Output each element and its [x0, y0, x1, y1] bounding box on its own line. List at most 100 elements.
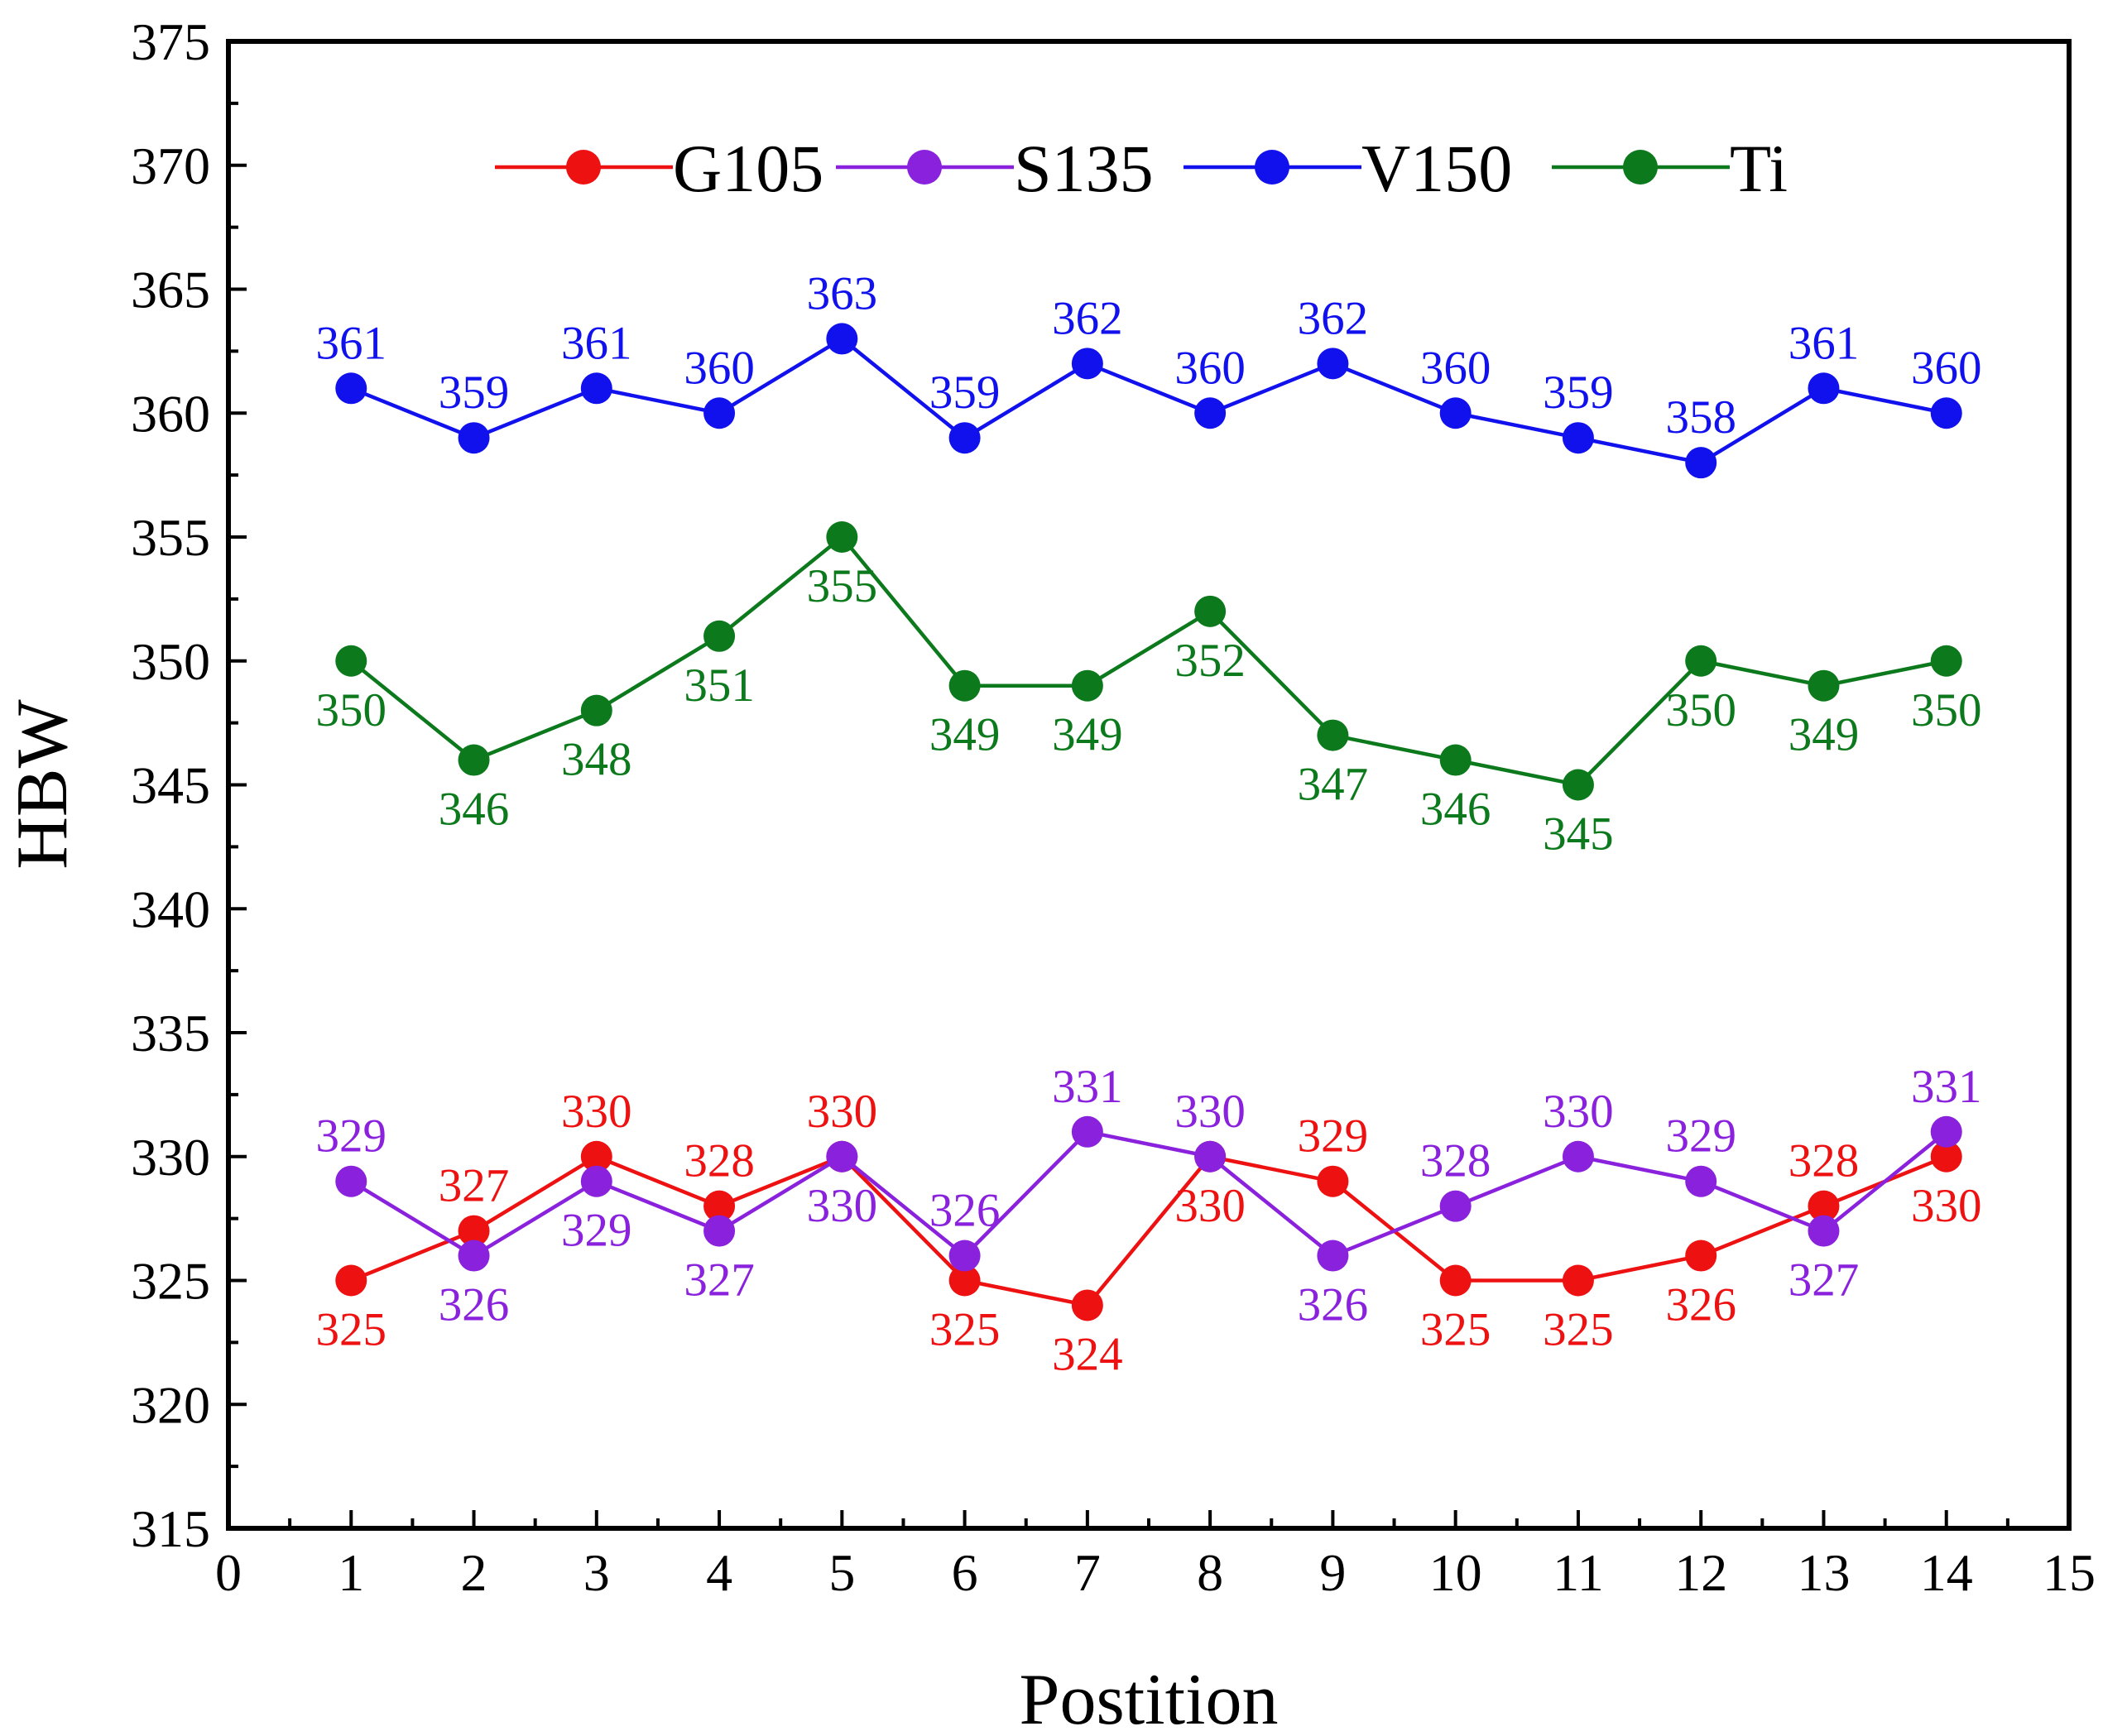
data-point-s135: [826, 1140, 858, 1173]
data-label-ti: 348: [561, 734, 632, 786]
data-label-s135: 329: [561, 1205, 632, 1257]
x-tick-label: 13: [1797, 1543, 1850, 1602]
series-s135: 329 326 329 327 330 326 331 330 326 328 330 329 327 3…: [316, 1061, 1982, 1331]
data-point-v150: [948, 422, 981, 454]
plot-frame: [226, 39, 2072, 1531]
x-axis-title: Postition: [1020, 1660, 1279, 1736]
data-label-v150: 361: [316, 317, 387, 369]
series-line-ti: [349, 534, 1947, 787]
y-tick-label: 370: [131, 137, 210, 195]
legend-label-g105: G105: [673, 131, 823, 206]
data-label-s135: 330: [807, 1180, 878, 1232]
data-point-ti: [1317, 719, 1349, 751]
data-label-ti: 355: [807, 560, 878, 612]
x-tick-label: 12: [1674, 1543, 1727, 1602]
data-label-s135: 328: [1420, 1135, 1491, 1187]
data-point-g105: [580, 1140, 612, 1173]
data-label-g105: 327: [439, 1160, 510, 1212]
x-tick-label: 3: [583, 1543, 610, 1602]
data-label-g105: 328: [1789, 1135, 1860, 1187]
x-tick-label: 11: [1553, 1543, 1604, 1602]
data-label-ti: 349: [1789, 709, 1860, 761]
data-label-s135: 326: [1298, 1279, 1369, 1331]
data-label-v150: 358: [1665, 391, 1736, 444]
data-point-v150: [703, 397, 736, 429]
data-label-ti: 349: [929, 709, 1001, 761]
x-tick-label: 5: [828, 1543, 855, 1602]
data-label-v150: 360: [1174, 342, 1246, 394]
data-point-s135: [458, 1240, 490, 1272]
data-point-g105: [1562, 1264, 1594, 1297]
legend-label-v150: V150: [1361, 131, 1512, 206]
data-label-v150: 361: [1789, 317, 1860, 369]
data-label-v150: 360: [1420, 342, 1491, 394]
legend-marker-g105: [566, 150, 601, 185]
x-tick-label: 4: [706, 1543, 732, 1602]
y-tick-label: 350: [131, 632, 210, 691]
x-tick-label: 0: [215, 1543, 242, 1602]
x-tick-label: 1: [338, 1543, 364, 1602]
data-point-s135: [1439, 1190, 1472, 1222]
data-point-g105: [335, 1264, 367, 1297]
data-point-s135: [703, 1215, 736, 1247]
data-label-s135: 329: [1665, 1110, 1736, 1163]
data-label-ti: 350: [1911, 684, 1982, 736]
data-label-ti: 345: [1543, 808, 1614, 861]
data-label-ti: 352: [1174, 635, 1246, 687]
data-point-ti: [1071, 669, 1103, 702]
data-point-s135: [1808, 1215, 1840, 1247]
legend-entry-ti: Ti: [1552, 131, 1788, 206]
data-point-s135: [1194, 1140, 1227, 1173]
data-label-s135: 326: [439, 1279, 510, 1331]
data-point-s135: [580, 1165, 612, 1197]
data-point-g105: [1685, 1240, 1717, 1272]
data-point-g105: [1808, 1190, 1840, 1222]
y-tick-label: 340: [131, 880, 210, 938]
data-point-g105: [1439, 1264, 1472, 1297]
legend-label-ti: Ti: [1730, 131, 1788, 206]
x-tick-label: 9: [1319, 1543, 1346, 1602]
data-label-g105: 324: [1052, 1328, 1123, 1380]
data-label-s135: 327: [684, 1254, 755, 1307]
series-line-v150: [350, 336, 1947, 465]
y-tick-label: 315: [131, 1499, 210, 1558]
data-point-ti: [458, 744, 490, 776]
series-v150: 361 359 361 360 363 359 362 360 362 360 359 358 361 3…: [316, 267, 1982, 479]
legend: G105 S135 V150 Ti: [495, 131, 1788, 206]
data-label-ti: 350: [1665, 684, 1736, 736]
data-point-ti: [335, 645, 367, 677]
data-label-s135: 330: [1174, 1086, 1246, 1138]
data-point-g105: [948, 1264, 981, 1297]
data-point-v150: [1071, 348, 1103, 380]
data-point-ti: [1685, 645, 1717, 677]
x-tick-label: 15: [2043, 1543, 2096, 1602]
legend-entry-g105: G105: [495, 131, 823, 206]
y-tick-label: 345: [131, 756, 210, 815]
data-point-g105: [1317, 1165, 1349, 1197]
y-tick-label: 360: [131, 384, 210, 443]
x-tick-label: 8: [1197, 1543, 1223, 1602]
legend-marker-s135: [907, 150, 942, 185]
data-label-v150: 359: [1543, 367, 1614, 419]
data-label-v150: 359: [439, 367, 510, 419]
data-point-v150: [1317, 348, 1349, 380]
data-label-v150: 360: [1911, 342, 1982, 394]
data-label-s135: 331: [1052, 1061, 1123, 1113]
legend-label-s135: S135: [1014, 131, 1154, 206]
series-line-g105: [350, 1154, 1947, 1307]
data-label-ti: 351: [684, 659, 755, 712]
data-point-v150: [1685, 447, 1717, 479]
data-label-g105: 329: [1298, 1110, 1369, 1163]
data-label-v150: 363: [807, 267, 878, 319]
data-label-ti: 346: [1420, 784, 1491, 836]
data-label-g105: 330: [807, 1086, 878, 1138]
data-label-g105: 328: [684, 1135, 755, 1187]
data-point-v150: [1930, 397, 1962, 429]
data-point-ti: [1808, 669, 1840, 702]
x-tick-label: 7: [1074, 1543, 1101, 1602]
data-label-v150: 359: [929, 367, 1001, 419]
y-tick-label: 330: [131, 1128, 210, 1187]
data-point-v150: [826, 323, 858, 355]
